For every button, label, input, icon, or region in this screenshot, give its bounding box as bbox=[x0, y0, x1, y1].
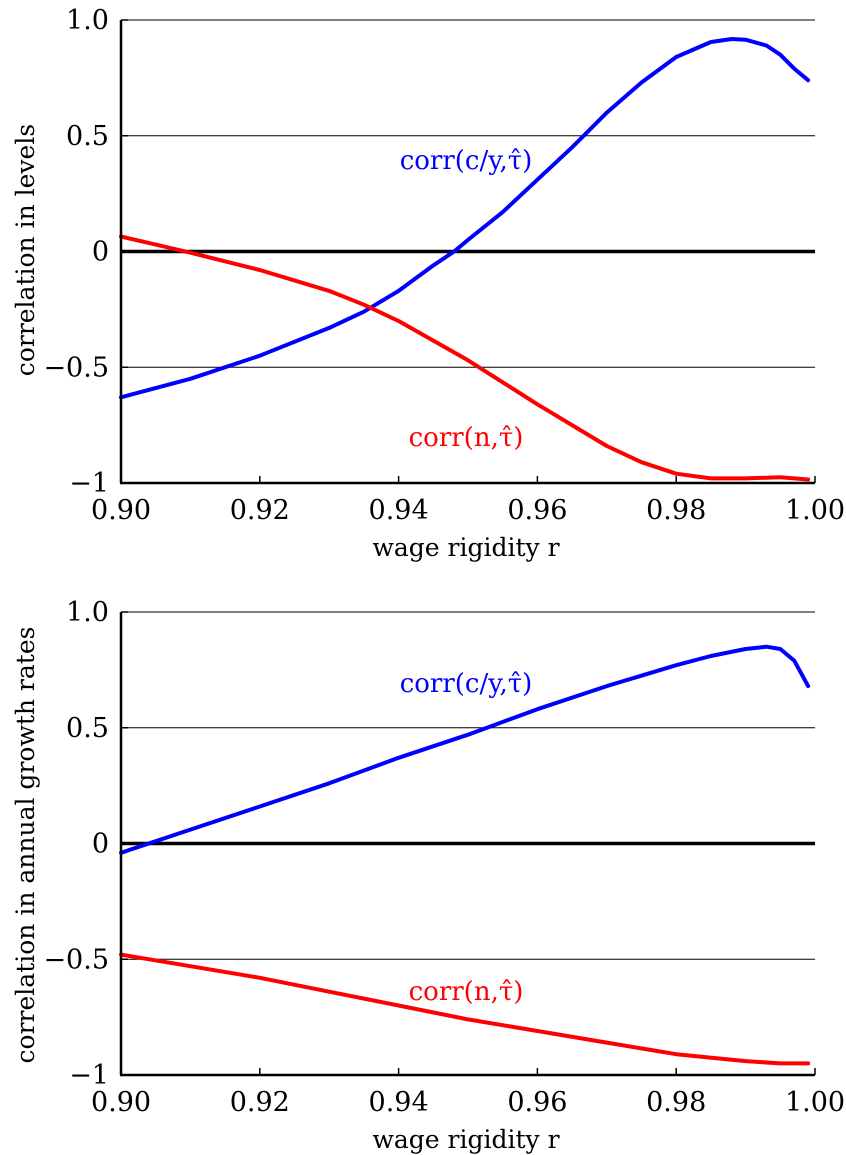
y-axis-label: correlation in levels bbox=[11, 124, 40, 376]
series-line-n bbox=[119, 234, 811, 482]
x-tick-label: 0.96 bbox=[507, 495, 567, 526]
x-tick-label: 0.92 bbox=[230, 1087, 290, 1118]
x-axis-label: wage rigidity r bbox=[372, 533, 559, 562]
y-tick-label: −0.5 bbox=[43, 944, 109, 975]
series-label-c-over-y: corr(c/y,τ̂) bbox=[400, 146, 533, 176]
series-lines bbox=[119, 37, 811, 482]
y-tick-label: 0.5 bbox=[66, 713, 109, 744]
series-lines bbox=[119, 644, 811, 1066]
y-tick-label: 1.0 bbox=[66, 597, 109, 628]
series-line-c-over-y bbox=[119, 644, 811, 855]
x-tick-label: 0.96 bbox=[507, 1087, 567, 1118]
gridlines bbox=[121, 19, 815, 368]
y-tick-label: −1 bbox=[69, 1060, 109, 1091]
y-tick-label: 0.5 bbox=[66, 121, 109, 152]
series-label-c-over-y: corr(c/y,τ̂) bbox=[400, 669, 533, 699]
y-tick-label: 0 bbox=[92, 829, 109, 860]
x-tick-label: 0.94 bbox=[369, 1087, 429, 1118]
y-tick-label: 0 bbox=[92, 237, 109, 268]
tick-labels: 0.90 0.92 0.94 0.96 0.98 1.00 1.0 0.5 0 −0.5 −1 bbox=[43, 5, 845, 526]
x-tick-label: 0.98 bbox=[646, 495, 706, 526]
tick-labels: 0.90 0.92 0.94 0.96 0.98 1.00 1.0 0.5 0 −0.5 −1 bbox=[43, 597, 845, 1118]
series-line-n bbox=[119, 952, 811, 1066]
y-tick-label: 1.0 bbox=[66, 5, 109, 36]
x-tick-label: 0.90 bbox=[91, 1087, 151, 1118]
series-label-n: corr(n,τ̂) bbox=[409, 977, 524, 1007]
gridlines bbox=[121, 611, 815, 960]
x-tick-label: 1.00 bbox=[785, 1087, 845, 1118]
x-tick-label: 0.92 bbox=[230, 495, 290, 526]
x-tick-label: 0.98 bbox=[646, 1087, 706, 1118]
y-tick-label: −1 bbox=[69, 468, 109, 499]
x-tick-label: 0.94 bbox=[369, 495, 429, 526]
x-tick-label: 1.00 bbox=[785, 495, 845, 526]
x-axis-label: wage rigidity r bbox=[372, 1125, 559, 1154]
series-label-n: corr(n,τ̂) bbox=[409, 423, 524, 453]
chart-growth-rates: 0.90 0.92 0.94 0.96 0.98 1.00 1.0 0.5 0 −0.5 −1 wa… bbox=[11, 597, 845, 1154]
series-line-c-over-y bbox=[119, 37, 811, 400]
y-tick-label: −0.5 bbox=[43, 352, 109, 383]
x-tick-label: 0.90 bbox=[91, 495, 151, 526]
y-axis-label: correlation in annual growth rates bbox=[11, 627, 40, 1064]
chart-levels: 0.90 0.92 0.94 0.96 0.98 1.00 1.0 0.5 0 −0.5 −1 wa… bbox=[11, 5, 845, 562]
